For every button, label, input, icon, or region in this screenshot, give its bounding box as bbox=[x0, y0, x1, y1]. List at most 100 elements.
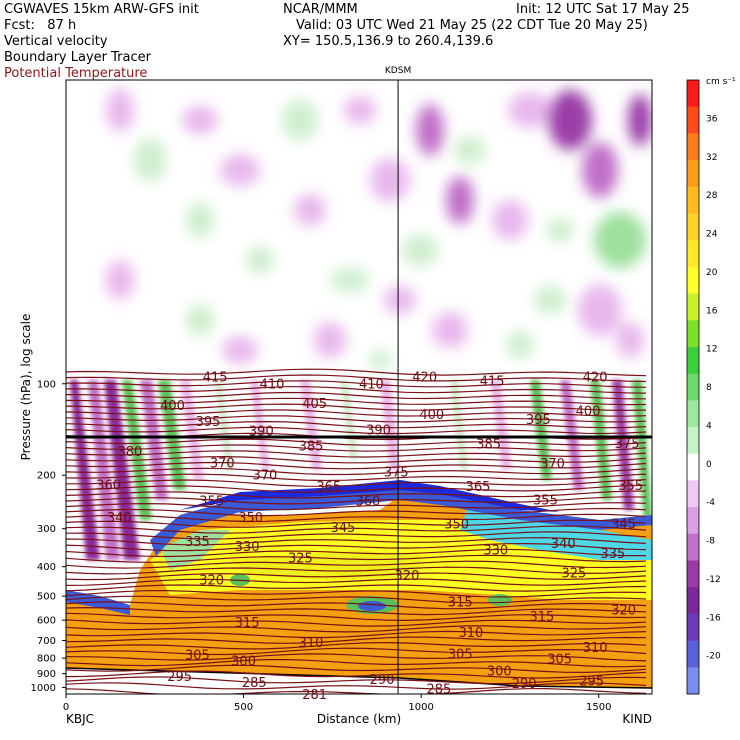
theta-label: 370 bbox=[252, 469, 277, 484]
x-axis-ticks: 0 500 1000 1500 bbox=[63, 694, 611, 713]
y-tick-label: 900 bbox=[37, 669, 56, 680]
theta-contour-line bbox=[66, 490, 647, 499]
colorbar-tick-label: -4 bbox=[706, 498, 715, 508]
theta-contour-line bbox=[66, 473, 647, 482]
y-tick-label: 400 bbox=[37, 562, 56, 573]
theta-label: 345 bbox=[331, 521, 356, 536]
theta-label: 360 bbox=[355, 494, 380, 509]
theta-label: 410 bbox=[359, 377, 384, 392]
theta-label: 375 bbox=[384, 465, 409, 480]
theta-contour-line bbox=[66, 455, 647, 464]
model-title: CGWAVES 15km ARW-GFS init bbox=[4, 2, 199, 17]
theta-contour-line bbox=[66, 484, 647, 493]
theta-label: 325 bbox=[561, 567, 586, 582]
field-potential-temperature: Potential Temperature bbox=[4, 66, 148, 81]
colorbar-swatch bbox=[687, 453, 699, 481]
theta-label: 305 bbox=[547, 653, 572, 668]
theta-label: 335 bbox=[601, 547, 626, 562]
theta-label: 390 bbox=[366, 424, 391, 439]
colorbar-tick-label: 4 bbox=[706, 421, 712, 431]
theta-label: 340 bbox=[107, 511, 132, 526]
station-kind-label: KIND bbox=[622, 712, 652, 726]
y-tick-label: 300 bbox=[37, 524, 56, 535]
theta-label: 355 bbox=[533, 493, 558, 508]
y-tick-label: 600 bbox=[37, 616, 56, 627]
y-tick-label: 200 bbox=[37, 471, 56, 482]
theta-label: 320 bbox=[199, 573, 224, 588]
theta-contour-line bbox=[66, 542, 647, 552]
theta-contour-line bbox=[66, 374, 647, 383]
theta-contour-line bbox=[66, 619, 647, 627]
colorbar-swatch bbox=[687, 373, 699, 401]
theta-contour-line bbox=[66, 507, 647, 517]
theta-label: 315 bbox=[235, 616, 260, 631]
theta-contour-line bbox=[66, 415, 647, 423]
theta-contour-line bbox=[66, 578, 647, 587]
theta-label: 400 bbox=[419, 408, 444, 423]
station-kbjc-label: KBJC bbox=[66, 712, 94, 726]
theta-label: 385 bbox=[299, 439, 324, 454]
theta-contour-line bbox=[66, 496, 647, 505]
theta-contour-line bbox=[66, 409, 647, 417]
y-tick-label: 100 bbox=[37, 379, 56, 390]
theta-contour-line bbox=[66, 612, 647, 622]
theta-label: 350 bbox=[444, 518, 469, 533]
colorbar-tick-label: 12 bbox=[706, 345, 717, 355]
x-tick-label: 0 bbox=[63, 702, 69, 713]
y-tick-label: 500 bbox=[37, 592, 56, 603]
theta-contour-line bbox=[66, 444, 647, 452]
theta-contour-line bbox=[66, 479, 647, 487]
colorbar-tick-label: 28 bbox=[706, 191, 718, 201]
theta-contour-line bbox=[66, 641, 647, 650]
colorbar-swatch bbox=[687, 427, 699, 455]
theta-contour-line bbox=[66, 554, 647, 563]
theta-contour-line bbox=[66, 531, 647, 540]
colorbar-swatch bbox=[687, 640, 699, 668]
theta-contour-line bbox=[66, 630, 647, 639]
theta-label: 380 bbox=[118, 445, 143, 460]
colorbar-tick-label: 20 bbox=[706, 268, 718, 278]
theta-label: 290 bbox=[370, 673, 395, 688]
colorbar-tick-label: 8 bbox=[706, 383, 712, 393]
theta-label: 320 bbox=[395, 569, 420, 584]
x-tick-label: 500 bbox=[234, 702, 253, 713]
colorbar-unit: cm s⁻¹ bbox=[706, 77, 736, 87]
theta-contour-line bbox=[66, 391, 646, 400]
cross-section-endpoints: XY= 150.5,136.9 to 260.4,139.6 bbox=[283, 34, 494, 49]
colorbar-swatch bbox=[687, 293, 699, 321]
y-tick-label: 700 bbox=[37, 636, 56, 647]
theta-contour-line bbox=[66, 386, 647, 394]
x-axis-title: Distance (km) bbox=[317, 712, 401, 726]
theta-label: 340 bbox=[551, 537, 576, 552]
theta-label: 375 bbox=[615, 437, 640, 452]
valid-time: Valid: 03 UTC Wed 21 May 25 (22 CDT Tue … bbox=[296, 18, 648, 33]
theta-label: 365 bbox=[316, 480, 341, 495]
theta-contour-line bbox=[66, 664, 647, 674]
colorbar-swatch bbox=[687, 213, 699, 241]
colorbar-swatch bbox=[687, 560, 699, 588]
y-tick-label: 1000 bbox=[31, 683, 56, 694]
theta-contour-line bbox=[66, 426, 647, 435]
colorbar-swatch bbox=[687, 266, 699, 295]
colorbar-tick-label: 24 bbox=[706, 230, 718, 240]
colorbar-frame bbox=[686, 79, 700, 695]
field-vertical-velocity: Vertical velocity bbox=[4, 34, 108, 49]
colorbar: 36 32 28 24 20 16 12 8 4 0 -4 -8 -12 -16 -20 bbox=[686, 79, 721, 695]
colorbar-tick-label: -8 bbox=[706, 537, 715, 547]
theta-contour-line bbox=[66, 647, 647, 656]
theta-label: 281 bbox=[302, 688, 327, 703]
theta-label: 300 bbox=[487, 665, 512, 680]
colorbar-swatch bbox=[687, 667, 699, 695]
theta-contour-line bbox=[66, 625, 647, 633]
theta-label: 390 bbox=[249, 424, 274, 439]
colorbar-tick-label: -16 bbox=[706, 613, 721, 623]
theta-label: 315 bbox=[529, 610, 554, 625]
theta-label: 335 bbox=[185, 535, 210, 550]
theta-label: 355 bbox=[199, 494, 224, 509]
colorbar-tick-label: -20 bbox=[706, 652, 721, 662]
x-tick-label: 1000 bbox=[408, 702, 433, 713]
colorbar-tick-label: 32 bbox=[706, 153, 717, 163]
theta-label: 360 bbox=[96, 478, 121, 493]
theta-label: 400 bbox=[576, 405, 601, 420]
theta-contour-line bbox=[66, 525, 647, 534]
